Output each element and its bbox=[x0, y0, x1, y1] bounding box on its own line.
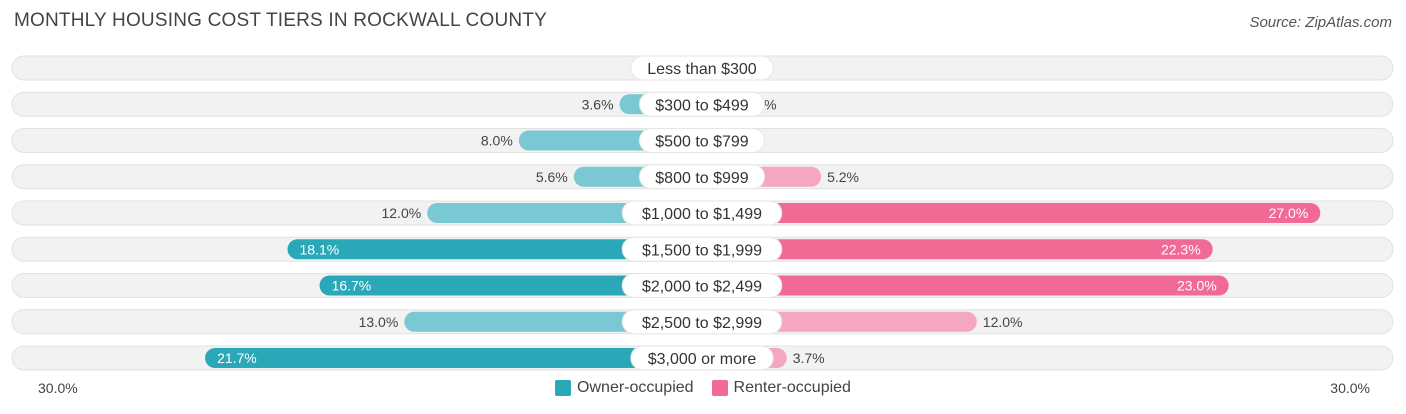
renter-value-label: 12.0% bbox=[983, 314, 1023, 330]
legend-renter[interactable]: Renter-occupied bbox=[711, 379, 851, 397]
category-label: Less than $300 bbox=[647, 61, 757, 78]
legend-owner-label: Owner-occupied bbox=[577, 379, 694, 396]
owner-value-label: 12.0% bbox=[381, 205, 421, 221]
category-label: $500 to $799 bbox=[655, 134, 749, 151]
owner-value-label: 3.6% bbox=[582, 96, 614, 112]
owner-value-label: 8.0% bbox=[481, 133, 513, 149]
category-label: $300 to $499 bbox=[655, 97, 749, 114]
renter-value-label: 27.0% bbox=[1269, 205, 1309, 221]
legend-owner[interactable]: Owner-occupied bbox=[555, 379, 694, 397]
category-pill bbox=[621, 236, 783, 262]
legend-renter-swatch bbox=[711, 380, 728, 396]
owner-value-label: 16.7% bbox=[332, 278, 372, 294]
renter-bar bbox=[702, 275, 1229, 296]
renter-value-label: 22.3% bbox=[1161, 241, 1201, 257]
renter-value-label: 3.7% bbox=[793, 350, 825, 366]
owner-bar bbox=[319, 275, 702, 296]
legend-owner-swatch bbox=[555, 380, 572, 396]
category-label: $2,500 to $2,999 bbox=[642, 315, 762, 332]
category-pill bbox=[638, 91, 766, 117]
owner-bar bbox=[287, 239, 702, 260]
category-pill bbox=[630, 55, 774, 81]
owner-value-label: 21.7% bbox=[217, 350, 257, 366]
renter-value-label: 23.0% bbox=[1177, 278, 1217, 294]
axis-left-label: 30.0% bbox=[38, 380, 78, 396]
category-label: $2,000 to $2,499 bbox=[642, 279, 762, 296]
axis-right-label: 30.0% bbox=[1330, 380, 1370, 396]
chart-source: Source: ZipAtlas.com bbox=[1249, 14, 1392, 31]
renter-bar bbox=[702, 239, 1213, 260]
category-label: $1,000 to $1,499 bbox=[642, 206, 762, 223]
category-label: $3,000 or more bbox=[648, 351, 757, 368]
owner-value-label: 13.0% bbox=[359, 314, 399, 330]
category-pill bbox=[621, 309, 783, 335]
renter-bar bbox=[702, 203, 1321, 223]
legend: Owner-occupied Renter-occupied bbox=[0, 379, 1406, 397]
owner-value-label: 5.6% bbox=[536, 169, 568, 185]
category-pill bbox=[621, 273, 783, 298]
renter-value-label: 5.2% bbox=[827, 169, 859, 185]
category-pill bbox=[638, 164, 766, 190]
owner-value-label: 18.1% bbox=[300, 241, 340, 257]
chart-title: MONTHLY HOUSING COST TIERS IN ROCKWALL C… bbox=[14, 10, 547, 31]
category-label: $800 to $999 bbox=[655, 170, 749, 187]
category-pill bbox=[630, 345, 774, 371]
owner-bar bbox=[205, 348, 702, 368]
legend-renter-label: Renter-occupied bbox=[733, 379, 851, 396]
category-pill bbox=[621, 200, 783, 226]
category-pill bbox=[638, 128, 766, 153]
category-label: $1,500 to $1,999 bbox=[642, 242, 762, 259]
